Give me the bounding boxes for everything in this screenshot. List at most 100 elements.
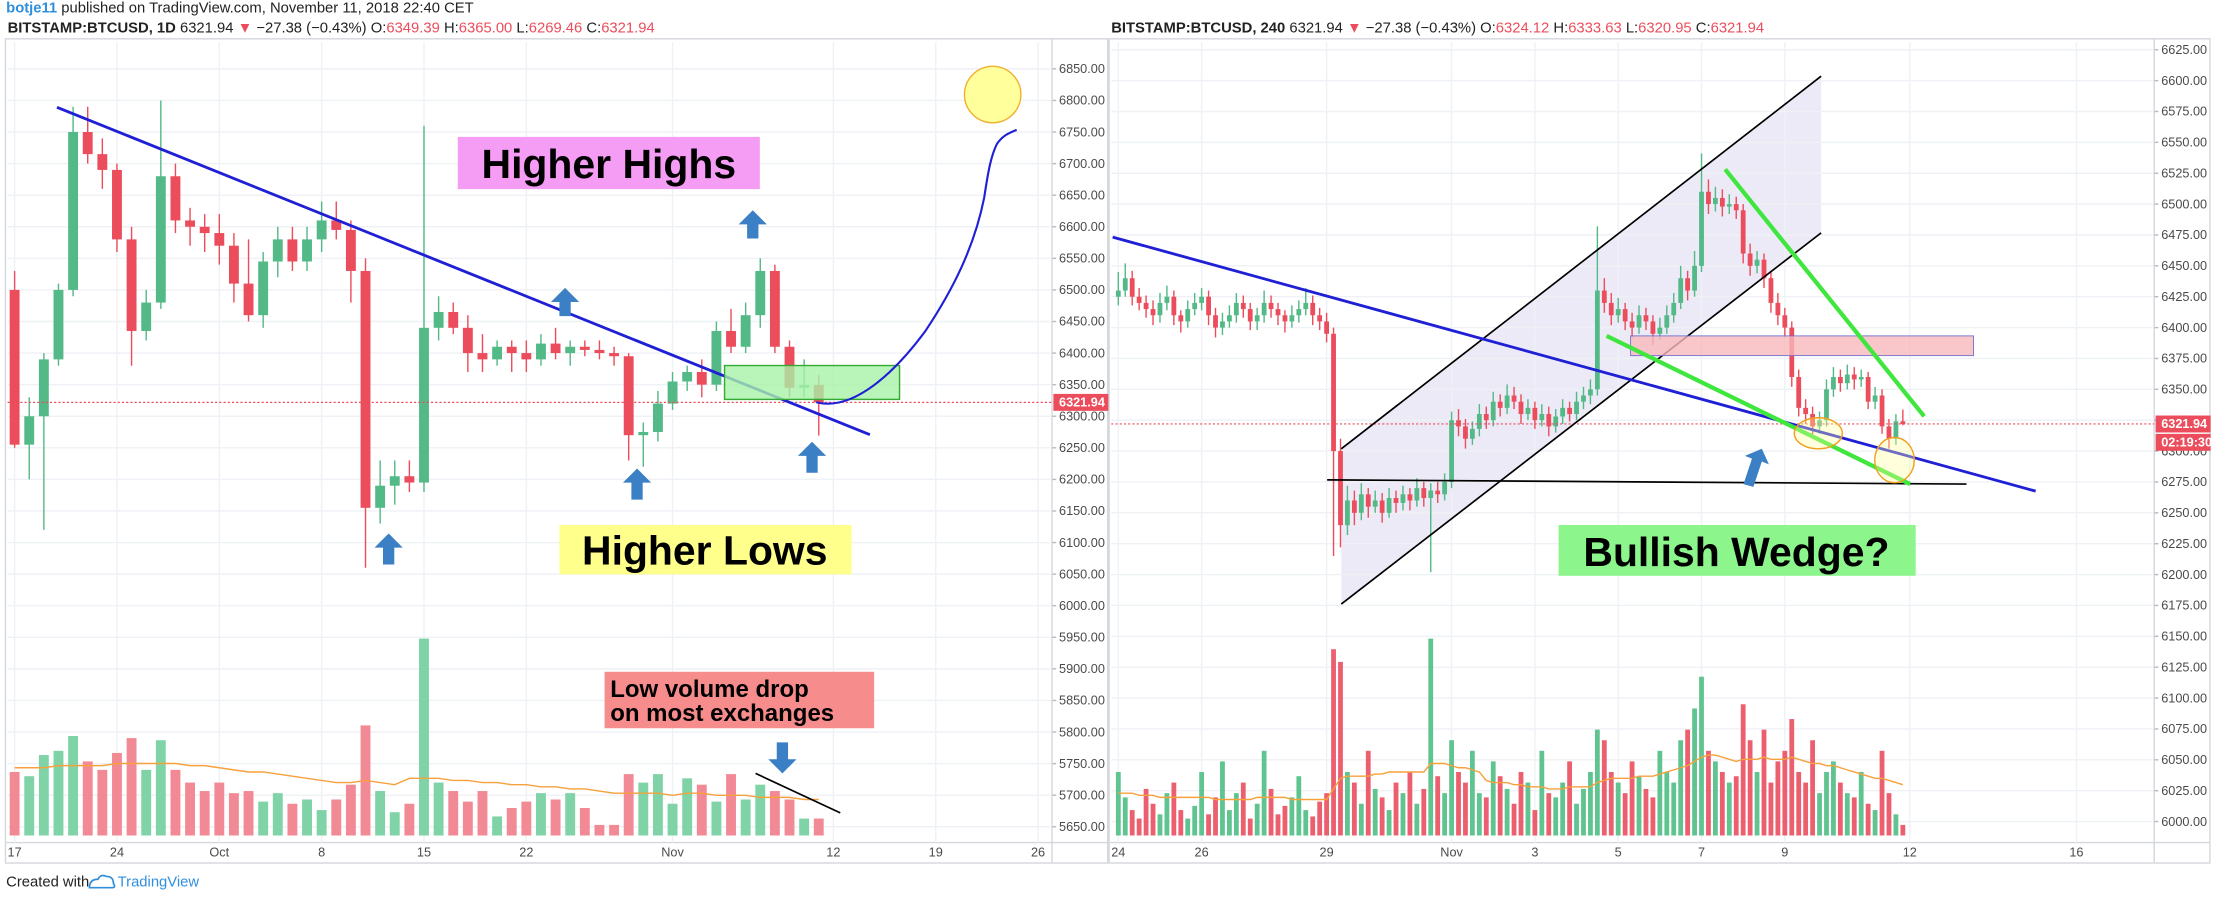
y-tick-label: 5650.00 bbox=[1059, 820, 1105, 834]
ohlc-value: 6333.63 bbox=[1568, 20, 1622, 36]
candle-body bbox=[1706, 191, 1711, 205]
author[interactable]: botje11 bbox=[6, 1, 57, 17]
volume-bar bbox=[1837, 782, 1843, 836]
candle-body bbox=[1303, 302, 1309, 310]
candle-body bbox=[97, 154, 108, 170]
y-tick-label: 6050.00 bbox=[2161, 753, 2207, 767]
volume-bar bbox=[1213, 797, 1218, 836]
candle-body bbox=[1421, 488, 1427, 499]
zone bbox=[723, 364, 901, 401]
volume-bar bbox=[1560, 782, 1566, 836]
y-tick-label: 6450.00 bbox=[1059, 315, 1105, 329]
candle-body bbox=[1407, 494, 1413, 501]
volume-bar bbox=[462, 801, 473, 836]
candle-body bbox=[1220, 321, 1225, 328]
candle-body bbox=[1511, 395, 1517, 402]
y-tick-label: 6500.00 bbox=[2161, 197, 2207, 211]
x-tick-label: Nov bbox=[661, 846, 684, 860]
volume-bar bbox=[1282, 805, 1288, 836]
volume-bar bbox=[1844, 793, 1850, 836]
volume-bar bbox=[433, 782, 444, 836]
volume-bar bbox=[1220, 761, 1225, 836]
candle-body bbox=[477, 353, 488, 360]
candle-body bbox=[345, 229, 356, 271]
y-tick-label: 6100.00 bbox=[2161, 691, 2207, 705]
volume-bar bbox=[1532, 810, 1538, 836]
candle-body bbox=[1754, 259, 1760, 266]
volume-bar bbox=[696, 784, 707, 836]
volume-bar bbox=[1185, 818, 1191, 836]
last-price-box bbox=[1053, 393, 1109, 411]
candle-body bbox=[112, 169, 122, 240]
volume-bar bbox=[1817, 793, 1822, 836]
candle-body bbox=[565, 346, 576, 354]
candle-body bbox=[769, 270, 780, 347]
footer-brand[interactable]: TradingView bbox=[118, 874, 200, 890]
arrow-up bbox=[738, 210, 767, 239]
label-box bbox=[559, 525, 852, 575]
highlight bbox=[1793, 417, 1843, 450]
candle-body bbox=[1338, 451, 1343, 526]
y-tick-label: 6150.00 bbox=[2161, 630, 2207, 644]
volume-bar bbox=[1296, 776, 1302, 836]
volume-bar bbox=[579, 807, 590, 836]
symbol-header: BITSTAMP:BTCUSD, 240 6321.94 ▼ −27.38 (−… bbox=[1111, 20, 1764, 36]
y-tick-label: 6525.00 bbox=[2161, 166, 2207, 180]
y-tick-label: 6000.00 bbox=[1059, 599, 1105, 613]
candle-body bbox=[1671, 302, 1677, 316]
volume-bar bbox=[1351, 782, 1357, 836]
last: 6321.94 bbox=[180, 20, 234, 36]
candle-body bbox=[1268, 302, 1274, 310]
candle-body bbox=[1851, 374, 1857, 380]
candle-body bbox=[1879, 395, 1885, 427]
volume-bar bbox=[1303, 810, 1309, 836]
volume-bar bbox=[302, 799, 312, 836]
volume-bar bbox=[1761, 729, 1767, 836]
arrow-up bbox=[622, 468, 652, 500]
volume-bar bbox=[1324, 793, 1329, 836]
candle-body bbox=[1775, 302, 1781, 316]
candle-body bbox=[185, 220, 196, 227]
volume-bar bbox=[243, 791, 254, 836]
candle-body bbox=[1525, 407, 1531, 415]
published: published on TradingView.com, November 1… bbox=[61, 1, 473, 17]
y-tick-label: 6600.00 bbox=[1059, 220, 1105, 234]
volume-bar bbox=[1476, 793, 1482, 836]
volume-bar bbox=[1421, 788, 1427, 836]
candle-body bbox=[287, 239, 298, 262]
candle-body bbox=[1185, 309, 1191, 322]
candle-body bbox=[1115, 290, 1121, 297]
arrow-down bbox=[768, 742, 797, 774]
volume-bar bbox=[1136, 818, 1142, 836]
candle-body bbox=[1296, 309, 1302, 316]
change: −27.38 (−0.43%) bbox=[1366, 20, 1476, 36]
volume-bar bbox=[1754, 771, 1760, 836]
candle-body bbox=[1865, 376, 1871, 402]
volume-bar bbox=[1164, 793, 1170, 836]
volume-bar bbox=[448, 791, 459, 836]
candle-body bbox=[1483, 414, 1489, 421]
arrow-up bbox=[550, 287, 580, 317]
candle-body bbox=[1560, 407, 1566, 417]
x-tick-label: Oct bbox=[209, 846, 229, 860]
x-tick-label: 26 bbox=[1195, 846, 1209, 860]
candle-body bbox=[272, 239, 283, 262]
candle-body bbox=[1601, 290, 1607, 303]
y-tick-label: 6300.00 bbox=[1059, 409, 1105, 423]
volume-bar bbox=[1706, 750, 1711, 836]
y-tick-label: 6550.00 bbox=[2161, 136, 2207, 150]
x-tick-label: 24 bbox=[1111, 846, 1125, 860]
ohlc-value: 6324.12 bbox=[1496, 20, 1549, 36]
volume-bar bbox=[1456, 771, 1461, 836]
candle-body bbox=[1615, 309, 1621, 316]
y-tick-label: 6650.00 bbox=[1059, 188, 1105, 202]
volume-bar bbox=[521, 801, 532, 836]
candle-body bbox=[1129, 278, 1135, 297]
volume-bar bbox=[667, 803, 678, 836]
y-tick-label: 5950.00 bbox=[1059, 631, 1105, 645]
volume-bar bbox=[1428, 638, 1434, 836]
volume-bar bbox=[1664, 771, 1670, 836]
volume-bar bbox=[799, 818, 810, 836]
candle-body bbox=[1831, 376, 1836, 390]
candle-body bbox=[419, 327, 429, 483]
